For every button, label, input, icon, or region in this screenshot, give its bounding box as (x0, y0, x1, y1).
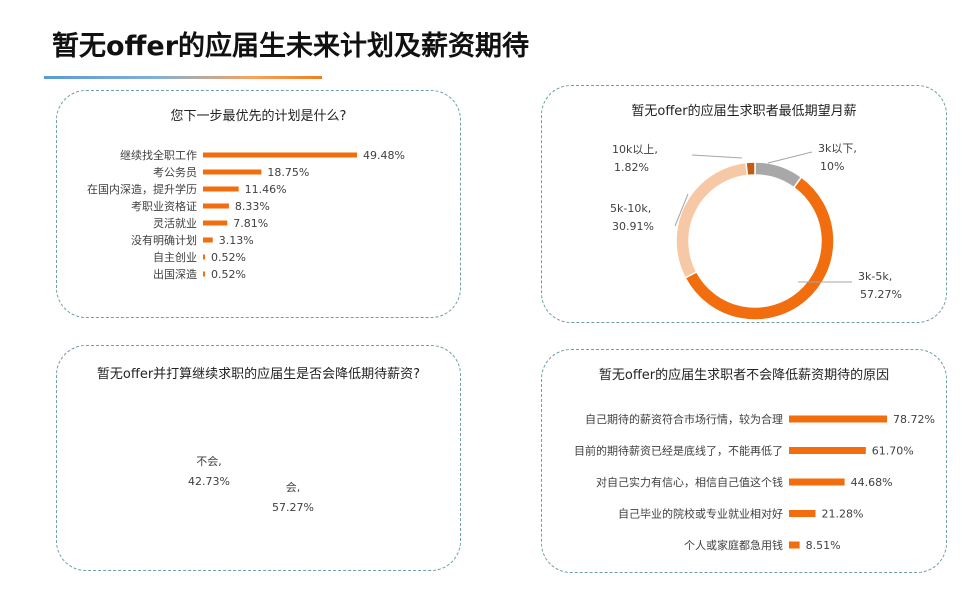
bar-category-label: 考公务员 (153, 166, 197, 179)
bar-value-label: 8.51% (806, 539, 841, 552)
bar-category-label: 灵活就业 (153, 216, 197, 230)
bar-value-label: 18.75% (267, 166, 309, 179)
bar-category-label: 考职业资格证 (131, 199, 197, 213)
bar-value-label: 61.70% (872, 445, 914, 458)
pie-slice (754, 161, 803, 189)
leader-line (691, 154, 743, 159)
plan-bar-chart: 继续找全职工作 49.48% 考公务员 18.75% 在国内深造，提升学历 11.46% 考… (87, 148, 405, 281)
slice-name-label: 3k以下, (818, 142, 857, 155)
title-underline (44, 76, 322, 79)
pie-slice (745, 161, 756, 177)
bar-category-label: 没有明确计划 (131, 233, 197, 247)
bar-category-label: 自己毕业的院校或专业就业相对好 (618, 507, 783, 521)
bar (789, 541, 800, 549)
bar-category-label: 在国内深造，提升学历 (87, 182, 197, 196)
lower-salary-pie-panel: 暂无offer并打算继续求职的应届生是否会降低期待薪资? 会, 57.27% 不会,… (56, 345, 461, 571)
bar-value-label: 21.28% (821, 508, 863, 521)
bar-category-label: 目前的期待薪资已经是底线了，不能再低了 (574, 444, 783, 458)
bar-value-label: 7.81% (233, 217, 268, 230)
page-title: 暂无offer的应届生未来计划及薪资期待 (52, 31, 530, 62)
pie-slice (210, 402, 329, 566)
slice-name-label: 10k以上, (612, 143, 658, 156)
slice-name-label: 会, (286, 481, 301, 494)
slice-value-label: 1.82% (614, 161, 649, 174)
bar-value-label: 8.33% (235, 200, 270, 213)
plan-chart-title: 您下一步最优先的计划是什么? (170, 109, 347, 124)
reason-chart-title: 暂无offer的应届生求职者不会降低薪资期待的原因 (598, 368, 890, 383)
salary-donut-panel: 暂无offer的应届生求职者最低期望月薪 3k以下, 10% 3k-5k, 57.27… (541, 85, 947, 323)
bar (789, 510, 816, 517)
bar-category-label: 对自己实力有信心，相信自己值这个钱 (596, 475, 783, 489)
bar (203, 203, 229, 209)
lower-salary-pie-chart: 会, 57.27% 不会, 42.73% (165, 402, 329, 566)
bar-value-label: 0.52% (211, 268, 246, 281)
bar-category-label: 个人或家庭都急用钱 (684, 538, 783, 552)
bar-value-label: 11.46% (245, 183, 287, 196)
slice-value-label: 57.27% (860, 288, 902, 301)
bar-category-label: 自己期待的薪资符合市场行情，较为合理 (585, 412, 783, 426)
slice-value-label: 10% (820, 160, 844, 173)
slice-name-label: 5k-10k, (610, 202, 651, 215)
bar (203, 186, 239, 192)
bar-category-label: 继续找全职工作 (120, 148, 197, 162)
pie-slice (675, 161, 749, 279)
lower-salary-chart-title: 暂无offer并打算继续求职的应届生是否会降低期待薪资? (96, 367, 421, 382)
slice-value-label: 57.27% (272, 501, 314, 514)
leader-line (767, 151, 813, 164)
salary-chart-title: 暂无offer的应届生求职者最低期望月薪 (631, 104, 857, 119)
slice-value-label: 30.91% (612, 220, 654, 233)
slice-name-label: 不会, (196, 455, 222, 468)
bar (203, 152, 357, 158)
bar (203, 237, 213, 243)
bar (789, 415, 887, 423)
bar (203, 271, 205, 277)
bar-value-label: 49.48% (363, 149, 405, 162)
bar-value-label: 44.68% (851, 476, 893, 489)
bar (203, 254, 205, 260)
plan-bar-chart-panel: 您下一步最优先的计划是什么? 继续找全职工作 49.48% 考公务员 18.75% 在国… (56, 90, 461, 318)
salary-donut-chart: 3k以下, 10% 3k-5k, 57.27% 5k-10k, 30.91% 10k以上, 1… (610, 142, 902, 321)
bar (203, 169, 262, 175)
bar-category-label: 出国深造 (153, 267, 197, 281)
reason-bar-chart: 自己期待的薪资符合市场行情，较为合理 78.72% 目前的期待薪资已经是底线了，不能… (574, 412, 935, 552)
bar-value-label: 0.52% (211, 251, 246, 264)
bar-value-label: 3.13% (219, 234, 254, 247)
leader-line (674, 193, 689, 227)
bar (789, 447, 866, 454)
reason-bar-chart-panel: 暂无offer的应届生求职者不会降低薪资期待的原因 自己期待的薪资符合市场行情，… (541, 349, 947, 573)
slice-value-label: 42.73% (188, 475, 230, 488)
slice-name-label: 3k-5k, (858, 270, 892, 283)
pie-slice (684, 176, 835, 321)
bar-category-label: 自主创业 (153, 251, 197, 264)
bar (203, 220, 228, 226)
bar (789, 478, 845, 486)
bar-value-label: 78.72% (893, 413, 935, 426)
pie-slice (165, 402, 248, 558)
